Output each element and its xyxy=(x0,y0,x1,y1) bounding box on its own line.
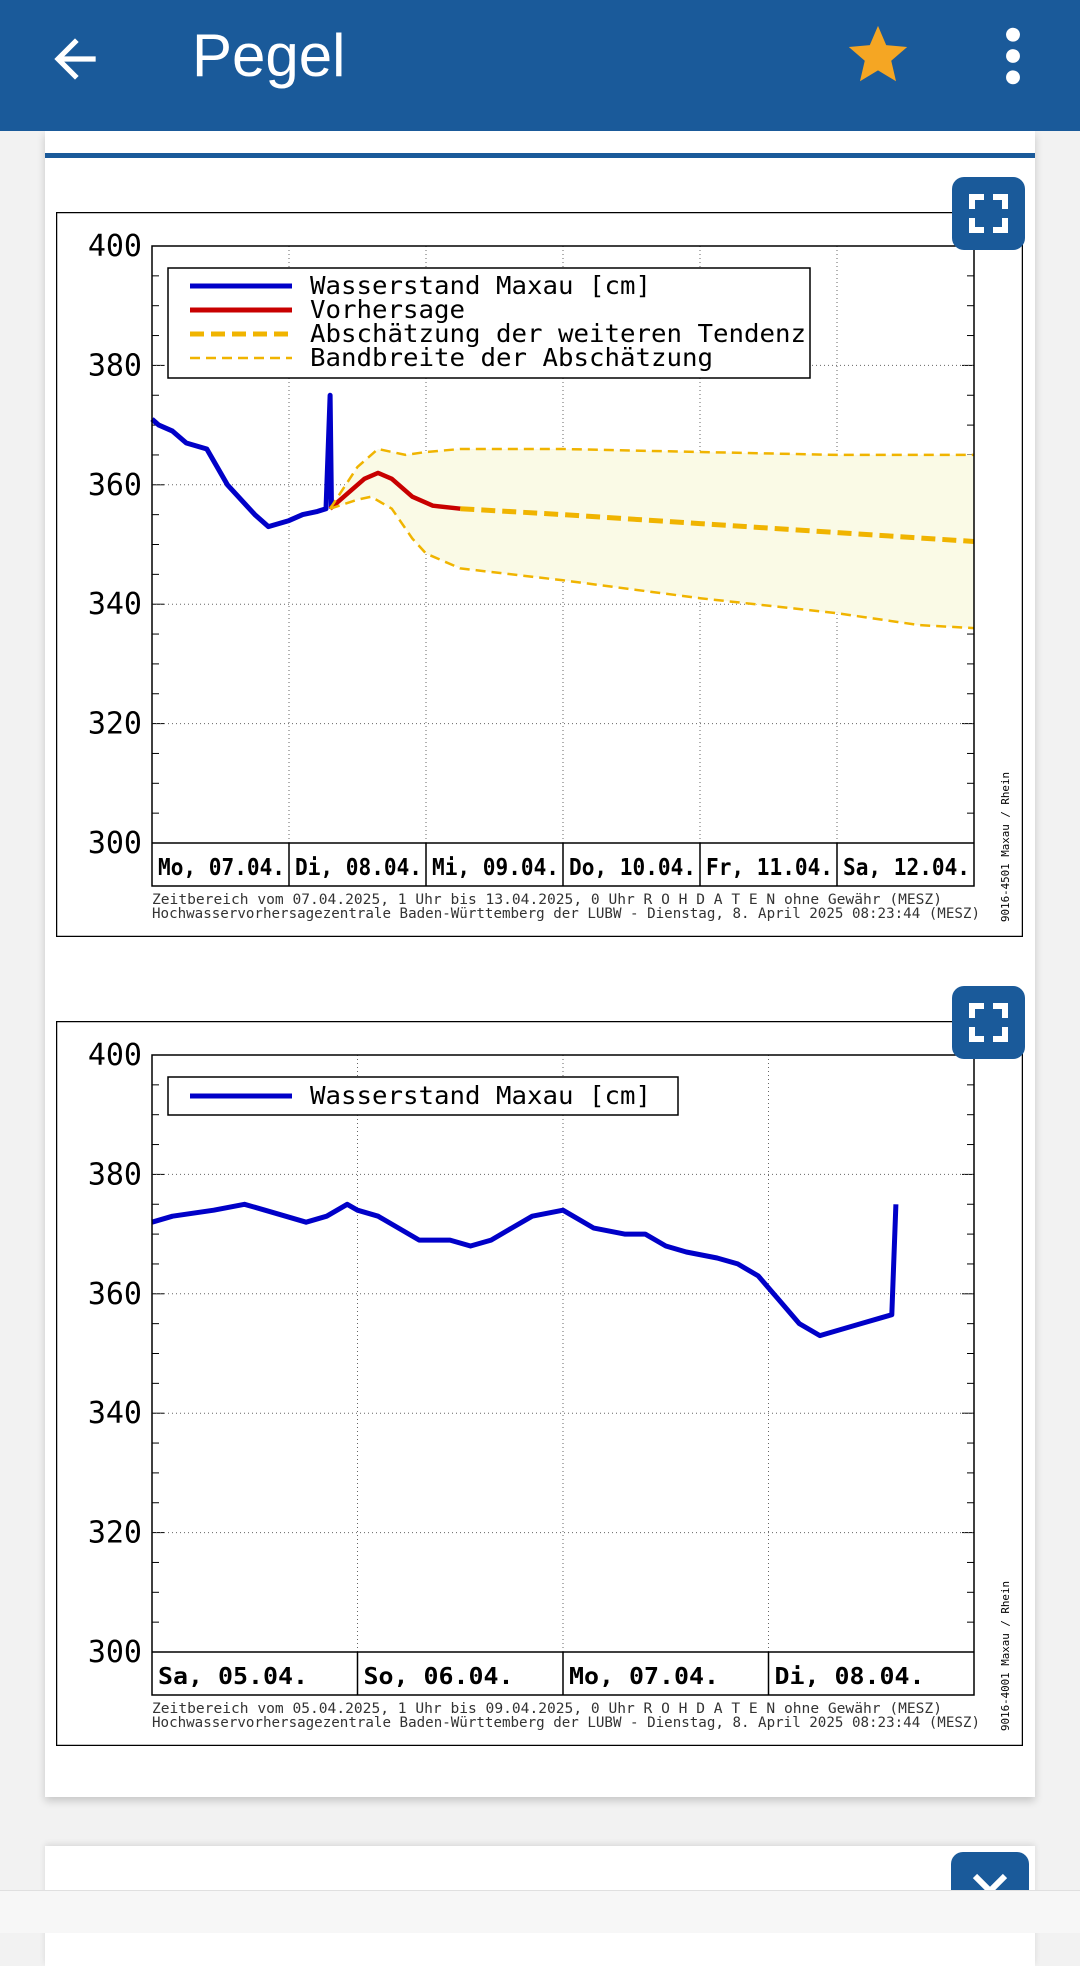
legend-label: Wasserstand Maxau [cm] xyxy=(310,1081,651,1110)
star-icon[interactable] xyxy=(843,20,913,90)
series-line-1 xyxy=(328,470,461,511)
system-nav-bar xyxy=(0,1890,1080,1933)
legend-label: Wasserstand Maxau [cm] xyxy=(310,271,651,300)
chart-svg: 300 320 340 360 380 400 Mo, 07.04. Di, 08.04. Mi… xyxy=(56,212,1023,937)
chart-footer-line-1: Zeitbereich vom 05.04.2025, 1 Uhr bis 09… xyxy=(152,1701,942,1717)
fullscreen-button-history[interactable] xyxy=(952,986,1025,1059)
y-tick-label: 400 xyxy=(88,229,142,264)
x-category-label: So, 06.04. xyxy=(364,1664,514,1690)
chart-side-label: 9016-4001 Maxau / Rhein xyxy=(999,1581,1012,1731)
page-title: Pegel xyxy=(192,22,346,89)
card-divider xyxy=(45,153,1035,158)
y-tick-label: 320 xyxy=(88,1516,142,1551)
fullscreen-icon xyxy=(969,1003,1008,1042)
x-category-label: Fr, 11.04. xyxy=(706,855,833,881)
x-category-label: Do, 10.04. xyxy=(569,855,696,881)
gauge-card: 300 320 340 360 380 400 Mo, 07.04. Di, 08.04. Mi… xyxy=(45,131,1035,1797)
y-tick-label: 360 xyxy=(88,468,142,503)
series-line-2 xyxy=(460,506,975,544)
x-category-label: Di, 08.04. xyxy=(775,1664,925,1690)
chart-side-label: 9016-4501 Maxau / Rhein xyxy=(999,772,1012,922)
y-tick-label: 360 xyxy=(88,1277,142,1312)
series-line-0 xyxy=(150,392,334,530)
band-fill xyxy=(330,449,975,629)
series-line-0 xyxy=(151,1201,899,1339)
fullscreen-icon xyxy=(969,194,1008,233)
chart-footer-line-1: Zeitbereich vom 07.04.2025, 1 Uhr bis 13… xyxy=(152,892,942,908)
chart-svg: 300 320 340 360 380 400 Sa, 05.04. So, 06.04. Mo… xyxy=(56,1021,1023,1746)
y-tick-label: 300 xyxy=(88,826,142,861)
y-tick-label: 320 xyxy=(88,707,142,742)
series-line-3 xyxy=(329,447,974,510)
x-category-label: Mo, 07.04. xyxy=(158,855,285,881)
app-bar: Pegel xyxy=(0,0,1080,131)
chart-frame xyxy=(56,1021,1023,1746)
x-category-label: Di, 08.04. xyxy=(295,855,422,881)
legend-label: Bandbreite der Abschätzung xyxy=(310,343,713,372)
y-tick-label: 380 xyxy=(88,1157,142,1192)
x-category-label: Mo, 07.04. xyxy=(569,1664,719,1690)
y-tick-label: 340 xyxy=(88,587,142,622)
chart-footer-line-2: Hochwasservorhersagezentrale Baden-Württ… xyxy=(152,906,980,922)
history-chart: 300 320 340 360 380 400 Sa, 05.04. So, 06.04. Mo… xyxy=(56,1021,1023,1746)
arrow-back-icon[interactable] xyxy=(44,28,106,90)
legend-label: Vorhersage xyxy=(310,295,465,324)
x-category-label: Sa, 12.04. xyxy=(843,855,970,881)
chart-footer-line-2: Hochwasservorhersagezentrale Baden-Württ… xyxy=(152,1715,980,1731)
y-tick-label: 400 xyxy=(88,1038,142,1073)
x-category-label: Mi, 09.04. xyxy=(432,855,559,881)
series-line-4 xyxy=(329,495,975,630)
forecast-chart: 300 320 340 360 380 400 Mo, 07.04. Di, 08.04. Mi… xyxy=(56,212,1023,937)
y-tick-label: 300 xyxy=(88,1635,142,1670)
fullscreen-button-forecast[interactable] xyxy=(952,177,1025,250)
legend-label: Abschätzung der weiteren Tendenz xyxy=(310,319,806,348)
y-tick-label: 340 xyxy=(88,1396,142,1431)
y-tick-label: 380 xyxy=(88,348,142,383)
more-vert-icon[interactable] xyxy=(990,24,1036,88)
x-category-label: Sa, 05.04. xyxy=(158,1664,308,1690)
